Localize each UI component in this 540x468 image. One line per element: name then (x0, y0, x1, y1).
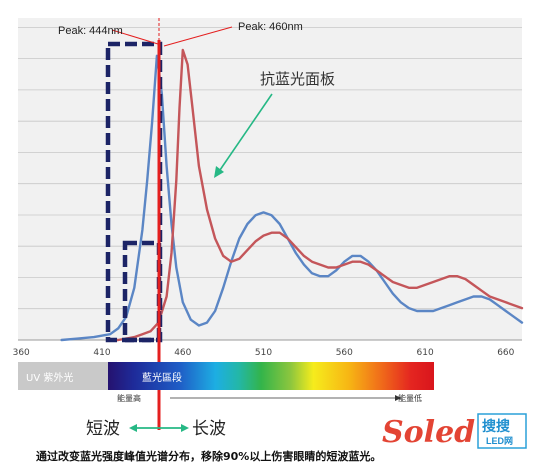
x-tick-label: 460 (174, 348, 191, 358)
series-line-1 (60, 54, 524, 342)
energy-low-label: 能量低 (398, 393, 422, 403)
energy-high-label: 能量高 (117, 393, 141, 403)
logo-cn: 搜搜 (482, 418, 511, 435)
panel-label: 抗蓝光面板 (260, 70, 335, 88)
peak-left-pointer (111, 29, 159, 45)
wave-arrow-right-head (181, 424, 189, 432)
peak-left-label: Peak: 444nm (58, 25, 123, 37)
logo-sub: LED网 (486, 436, 513, 446)
panel-arrow-head (214, 166, 224, 178)
logo-badge (477, 413, 527, 449)
x-tick-label: 510 (255, 348, 272, 358)
series-lines (60, 48, 524, 342)
x-tick-labels: 360 410 460 510 560 610 660 (13, 348, 515, 358)
wave-arrow-left-head (129, 424, 137, 432)
x-tick-label: 610 (417, 348, 434, 358)
blue-band-label: 藍光區段 (142, 371, 182, 384)
x-tick-label: 360 (13, 348, 30, 358)
peak-right-pointer (163, 26, 233, 47)
caption: 通过改变蓝光强度峰值光谱分布，移除90%以上伤害眼睛的短波蓝光。 (36, 449, 381, 463)
x-tick-label: 660 (497, 348, 514, 358)
x-tick-label: 410 (93, 348, 110, 358)
x-tick-label: 560 (336, 348, 353, 358)
uv-band (18, 362, 108, 390)
grid-lines (18, 26, 522, 341)
series-line-2 (108, 48, 524, 342)
uv-band-label: UV 紫外光 (26, 371, 73, 384)
plot-area (18, 18, 522, 340)
visible-spectrum-band (108, 362, 434, 390)
peak-right-label: Peak: 460nm (238, 21, 303, 33)
short-wave-label: 短波 (86, 419, 120, 439)
blue-band-highlight-box (122, 240, 162, 343)
logo-brand: Soled (382, 415, 475, 450)
long-wave-label: 长波 (192, 419, 226, 439)
panel-arrow-line (219, 93, 273, 171)
energy-arrow-head (395, 395, 401, 401)
